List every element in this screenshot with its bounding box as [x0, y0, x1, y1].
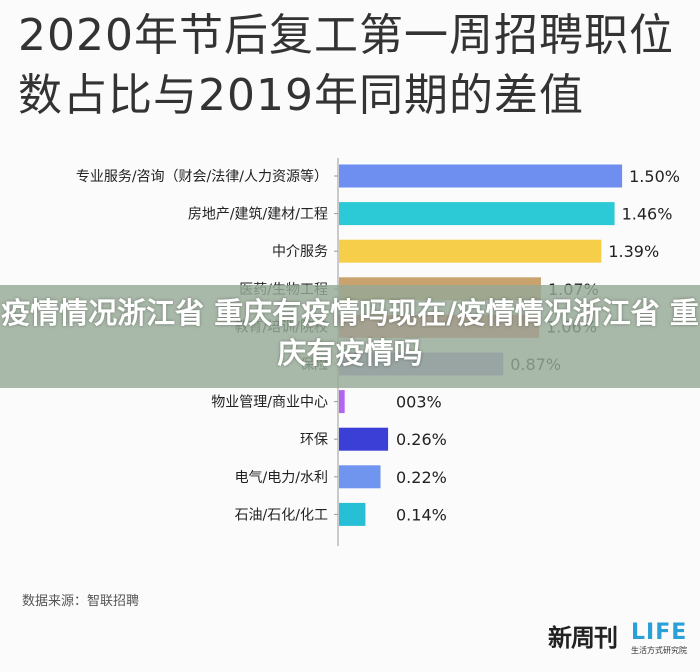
watermark-text: 疫情情况浙江省 重庆有疫情吗现在/疫情情况浙江省 重庆有疫情吗	[1, 296, 699, 370]
watermark-banner: 疫情情况浙江省 重庆有疫情吗现在/疫情情况浙江省 重庆有疫情吗	[0, 285, 700, 388]
category-label: 环保	[300, 432, 328, 448]
life-logo-subtext: 生活方式研究院	[631, 646, 687, 655]
category-label: 物业管理/商业中心	[211, 395, 328, 411]
bar	[339, 427, 389, 451]
data-source-note: 数据来源：智联招聘	[22, 594, 140, 609]
value-label: 0.14%	[396, 505, 447, 524]
category-label: 房地产/建筑/建材/工程	[188, 207, 328, 223]
life-logo: LIFE 生活方式研究院	[631, 620, 691, 662]
category-label: 电气/电力/水利	[235, 470, 328, 486]
category-label: 专业服务/咨询（财会/法律/人力资源等）	[76, 168, 328, 185]
value-label: 1.50%	[629, 167, 680, 186]
publisher-logo: 新周刊	[548, 623, 618, 652]
category-label: 中介服务	[272, 244, 328, 260]
value-label: 1.46%	[622, 205, 673, 224]
life-logo-text: LIFE	[631, 620, 688, 645]
value-label: 0.26%	[396, 430, 447, 449]
chart-title: 2020年节后复工第一周招聘职位数占比与2019年同期的差值	[18, 10, 674, 121]
category-label: 石油/石化/化工	[235, 507, 328, 523]
bar	[339, 390, 345, 414]
bar	[339, 465, 381, 489]
bar	[339, 164, 623, 188]
value-label: 003%	[396, 393, 442, 412]
bar	[339, 202, 615, 226]
bar	[339, 239, 602, 263]
value-label: 1.39%	[608, 242, 659, 261]
value-label: 0.22%	[396, 468, 447, 487]
bar	[339, 502, 366, 526]
